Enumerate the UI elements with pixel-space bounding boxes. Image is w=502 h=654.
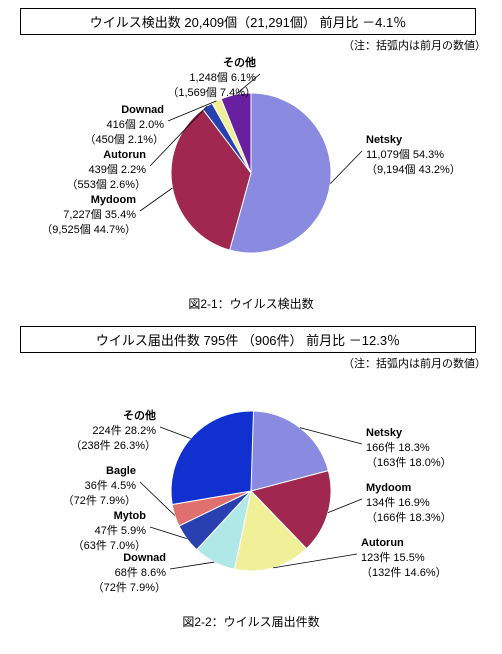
label-Autorun: Autorun439個 2.2%（553個 2.6%） (26, 148, 146, 193)
chart-1: ウイルス検出数 20,409個（21,291個） 前月比 －4.1％ （注：括弧… (6, 8, 496, 312)
label-Netsky: Netsky166件 18.3%（163件 18.0%） (366, 426, 452, 471)
chart-1-caption: 図2-1：ウイルス検出数 (6, 295, 496, 312)
chart-2-caption: 図2-2：ウイルス届出件数 (6, 613, 496, 630)
chart-1-note: （注：括弧内は前月の数値） (6, 37, 486, 53)
label-Downad: Downad416個 2.0%（450個 2.1%） (44, 103, 164, 148)
chart-2: ウイルス届出件数 795件 （906件） 前月比 －12.3％ （注：括弧内は前… (6, 326, 496, 630)
chart-2-title: ウイルス届出件数 795件 （906件） 前月比 －12.3％ (20, 326, 476, 353)
chart-1-title: ウイルス検出数 20,409個（21,291個） 前月比 －4.1％ (20, 8, 476, 35)
label-Netsky: Netsky11,079個 54.3%（9,194個 43.2%） (366, 133, 461, 178)
chart-2-note: （注：括弧内は前月の数値） (6, 355, 486, 371)
label-Mydoom: Mydoom7,227個 35.4%（9,525個 44.7%） (16, 193, 136, 238)
label-Downad: Downad68件 8.6%（72件 7.9%） (46, 551, 166, 596)
chart-2-pie: Netsky166件 18.3%（163件 18.0%） Mydoom134件 1… (6, 371, 496, 611)
pie-slice-その他 (171, 411, 254, 505)
label-Bagle: Bagle36件 4.5%（72件 7.9%） (16, 464, 136, 509)
label-Mydoom: Mydoom134件 16.9%（166件 18.3%） (366, 481, 452, 526)
label-その他: その他1,248個 6.1%（1,569個 7.4%） (136, 56, 256, 101)
label-その他: その他224件 28.2%（238件 26.3%） (36, 409, 156, 454)
label-Mytob: Mytob47件 5.9%（63件 7.0%） (26, 509, 146, 554)
chart-1-pie: Netsky11,079個 54.3%（9,194個 43.2%） Mydoom7… (6, 53, 496, 293)
label-Autorun: Autorun123件 15.5%（132件 14.6%） (361, 536, 447, 581)
